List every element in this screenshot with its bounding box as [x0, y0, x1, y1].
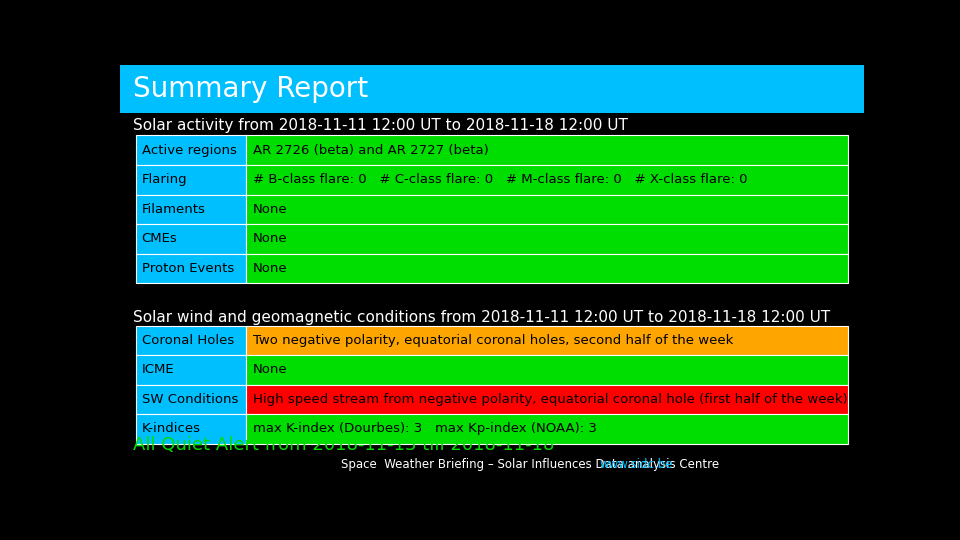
FancyBboxPatch shape: [247, 165, 848, 194]
FancyBboxPatch shape: [247, 254, 848, 283]
FancyBboxPatch shape: [247, 136, 848, 165]
FancyBboxPatch shape: [120, 65, 864, 113]
Text: Coronal Holes: Coronal Holes: [141, 334, 234, 347]
Text: None: None: [253, 232, 288, 245]
Text: High speed stream from negative polarity, equatorial coronal hole (first half of: High speed stream from negative polarity…: [253, 393, 848, 406]
Text: Filaments: Filaments: [141, 203, 205, 216]
FancyBboxPatch shape: [136, 194, 247, 224]
Text: All Quiet Alert from 2018-11-13 till 2018-11-18: All Quiet Alert from 2018-11-13 till 201…: [133, 436, 555, 454]
FancyBboxPatch shape: [247, 326, 848, 355]
FancyBboxPatch shape: [136, 326, 247, 355]
FancyBboxPatch shape: [136, 224, 247, 254]
Text: CMEs: CMEs: [141, 232, 178, 245]
Text: Space  Weather Briefing – Solar Influences Data analysis Centre: Space Weather Briefing – Solar Influence…: [341, 458, 727, 471]
FancyBboxPatch shape: [136, 165, 247, 194]
Text: None: None: [253, 262, 288, 275]
Text: None: None: [253, 203, 288, 216]
Text: Flaring: Flaring: [141, 173, 187, 186]
FancyBboxPatch shape: [136, 136, 247, 165]
Text: Summary Report: Summary Report: [133, 75, 369, 103]
Text: # B-class flare: 0   # C-class flare: 0   # M-class flare: 0   # X-class flare: : # B-class flare: 0 # C-class flare: 0 # …: [253, 173, 748, 186]
Text: K-indices: K-indices: [141, 422, 201, 435]
Text: Solar wind and geomagnetic conditions from 2018-11-11 12:00 UT to 2018-11-18 12:: Solar wind and geomagnetic conditions fr…: [133, 310, 830, 325]
FancyBboxPatch shape: [136, 355, 247, 384]
Text: Proton Events: Proton Events: [141, 262, 234, 275]
Text: AR 2726 (beta) and AR 2727 (beta): AR 2726 (beta) and AR 2727 (beta): [253, 144, 489, 157]
FancyBboxPatch shape: [247, 224, 848, 254]
FancyBboxPatch shape: [136, 254, 247, 283]
Text: Two negative polarity, equatorial coronal holes, second half of the week: Two negative polarity, equatorial corona…: [253, 334, 733, 347]
FancyBboxPatch shape: [247, 355, 848, 384]
FancyBboxPatch shape: [136, 414, 247, 443]
Text: Solar activity from 2018-11-11 12:00 UT to 2018-11-18 12:00 UT: Solar activity from 2018-11-11 12:00 UT …: [133, 118, 628, 133]
Text: None: None: [253, 363, 288, 376]
Text: max K-index (Dourbes): 3   max Kp-index (NOAA): 3: max K-index (Dourbes): 3 max Kp-index (N…: [253, 422, 597, 435]
Text: www.sidc.be: www.sidc.be: [599, 458, 673, 471]
FancyBboxPatch shape: [136, 384, 247, 414]
FancyBboxPatch shape: [247, 194, 848, 224]
Text: ICME: ICME: [141, 363, 174, 376]
Text: SW Conditions: SW Conditions: [141, 393, 238, 406]
FancyBboxPatch shape: [247, 384, 848, 414]
Text: Active regions: Active regions: [141, 144, 236, 157]
FancyBboxPatch shape: [247, 414, 848, 443]
